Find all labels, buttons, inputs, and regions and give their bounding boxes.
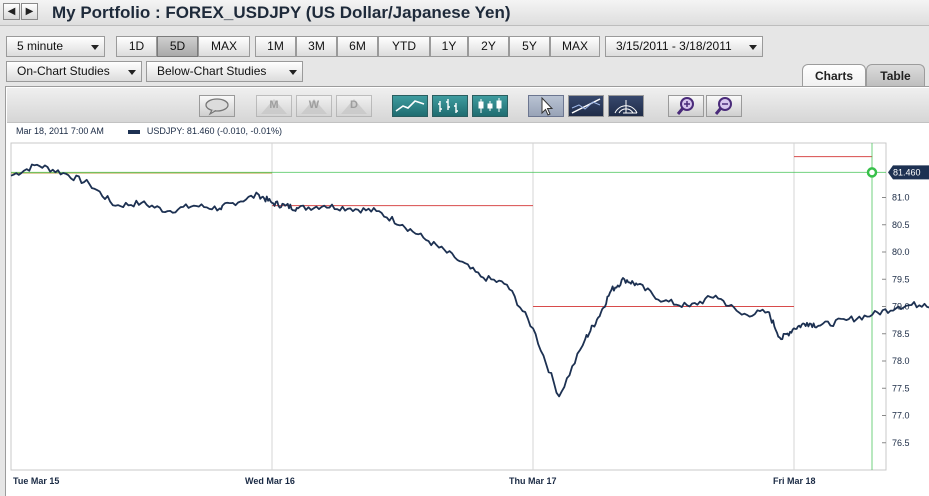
range-button-2y[interactable]: 2Y bbox=[468, 36, 509, 57]
zoom-in-icon[interactable] bbox=[668, 95, 704, 117]
weekly-icon[interactable]: W bbox=[296, 95, 332, 117]
y-tick-label: 80.0 bbox=[892, 247, 910, 257]
y-tick-label: 79.0 bbox=[892, 302, 910, 312]
range-button-1d[interactable]: 1D bbox=[116, 36, 157, 57]
x-tick-label: Fri Mar 18 bbox=[773, 476, 816, 486]
range-button-5d[interactable]: 5D bbox=[157, 36, 198, 57]
below-chart-studies-label: Below-Chart Studies bbox=[157, 64, 267, 78]
forward-arrow-icon[interactable]: ▶ bbox=[21, 3, 38, 20]
fibonacci-icon[interactable] bbox=[608, 95, 644, 117]
monthly-icon[interactable]: M bbox=[256, 95, 292, 117]
y-tick-label: 79.5 bbox=[892, 274, 910, 284]
x-tick-label: Wed Mar 16 bbox=[245, 476, 295, 486]
y-tick-label: 77.0 bbox=[892, 411, 910, 421]
daily-icon[interactable]: D bbox=[336, 95, 372, 117]
date-range-dropdown[interactable]: 3/15/2011 - 3/18/2011 bbox=[605, 36, 763, 57]
interval-dropdown[interactable]: 5 minute bbox=[6, 36, 105, 57]
chevron-down-icon bbox=[128, 70, 136, 75]
range-button-ytd[interactable]: YTD bbox=[378, 36, 430, 57]
comment-balloon-icon[interactable] bbox=[199, 95, 235, 117]
pointer-arrow-icon[interactable] bbox=[528, 95, 564, 117]
ohlc-chart-icon[interactable] bbox=[432, 95, 468, 117]
chart-toolbar bbox=[7, 88, 929, 123]
below-chart-studies-dropdown[interactable]: Below-Chart Studies bbox=[146, 61, 303, 82]
chevron-down-icon bbox=[749, 45, 757, 50]
chart-info: Mar 18, 2011 7:00 AM USDJPY: 81.460 (-0.… bbox=[16, 126, 282, 136]
chart-timestamp: Mar 18, 2011 7:00 AM bbox=[16, 126, 104, 136]
range-button-3m[interactable]: 3M bbox=[296, 36, 337, 57]
range-button-intraday-max[interactable]: MAX bbox=[198, 36, 250, 57]
title-bar: ◀ ▶ My Portfolio : FOREX_USDJPY (US Doll… bbox=[0, 0, 929, 26]
x-tick-label: Tue Mar 15 bbox=[13, 476, 59, 486]
zoom-out-icon[interactable] bbox=[706, 95, 742, 117]
on-chart-studies-label: On-Chart Studies bbox=[17, 64, 110, 78]
y-tick-label: 76.5 bbox=[892, 438, 910, 448]
back-arrow-icon[interactable]: ◀ bbox=[3, 3, 20, 20]
tab-charts[interactable]: Charts bbox=[802, 64, 866, 87]
x-tick-label: Thu Mar 17 bbox=[509, 476, 557, 486]
y-tick-label: 81.0 bbox=[892, 193, 910, 203]
trendline-icon[interactable] bbox=[568, 95, 604, 117]
y-tick-label: 80.5 bbox=[892, 220, 910, 230]
series-color-swatch bbox=[128, 129, 141, 134]
last-value-tag bbox=[888, 165, 929, 180]
page-title: My Portfolio : FOREX_USDJPY (US Dollar/J… bbox=[52, 3, 511, 22]
y-tick-label: 78.0 bbox=[892, 356, 910, 366]
tab-table[interactable]: Table bbox=[866, 64, 925, 87]
on-chart-studies-dropdown[interactable]: On-Chart Studies bbox=[6, 61, 142, 82]
interval-label: 5 minute bbox=[17, 39, 64, 53]
range-button-1y[interactable]: 1Y bbox=[430, 36, 468, 57]
line-chart-icon[interactable] bbox=[392, 95, 428, 117]
range-button-6m[interactable]: 6M bbox=[337, 36, 378, 57]
range-button-5y[interactable]: 5Y bbox=[509, 36, 550, 57]
last-price-marker bbox=[866, 167, 878, 178]
chart-panel bbox=[5, 86, 929, 496]
y-tick-label: 77.5 bbox=[892, 383, 910, 393]
range-button-max[interactable]: MAX bbox=[550, 36, 600, 57]
series-line-usdjpy bbox=[10, 163, 929, 398]
range-button-1m[interactable]: 1M bbox=[255, 36, 296, 57]
chart-quote: USDJPY: 81.460 (-0.010, -0.01%) bbox=[146, 126, 282, 136]
candlestick-chart-icon[interactable] bbox=[472, 95, 508, 117]
last-value-label: 81.460 bbox=[893, 167, 921, 177]
date-range-label: 3/15/2011 - 3/18/2011 bbox=[616, 39, 732, 53]
chevron-down-icon bbox=[289, 70, 297, 75]
chevron-down-icon bbox=[91, 45, 99, 50]
y-tick-label: 78.5 bbox=[892, 329, 910, 339]
